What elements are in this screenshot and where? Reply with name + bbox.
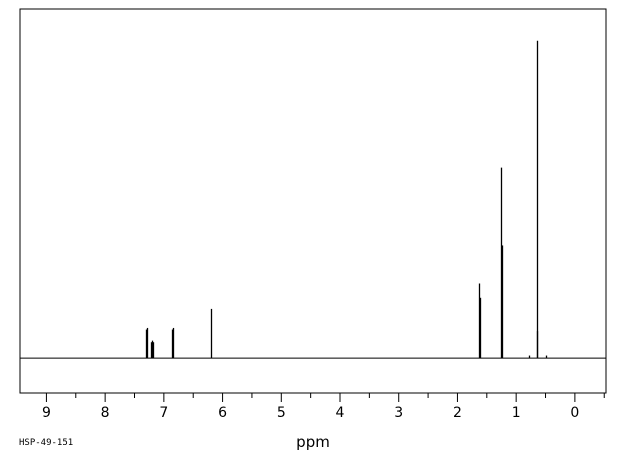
x-tick-label: 4 <box>336 405 345 421</box>
x-tick-label: 0 <box>570 405 579 421</box>
x-tick-labels: 9 8 7 6 5 4 3 2 1 0 <box>42 405 579 421</box>
x-axis-title: ppm <box>296 433 330 451</box>
x-tick-label: 6 <box>218 405 227 421</box>
x-tick-label: 8 <box>101 405 110 421</box>
x-tick-label: 9 <box>42 405 51 421</box>
x-tick-label: 1 <box>512 405 521 421</box>
x-major-ticks <box>45 393 576 402</box>
x-tick-label: 7 <box>159 405 168 421</box>
spectrum-peaks <box>145 40 548 359</box>
x-tick-label: 5 <box>277 405 286 421</box>
plot-frame <box>19 8 607 394</box>
x-minor-ticks <box>75 393 605 398</box>
x-tick-label: 3 <box>394 405 403 421</box>
sample-id-label: HSP-49-151 <box>19 438 73 448</box>
x-tick-label: 2 <box>453 405 462 421</box>
